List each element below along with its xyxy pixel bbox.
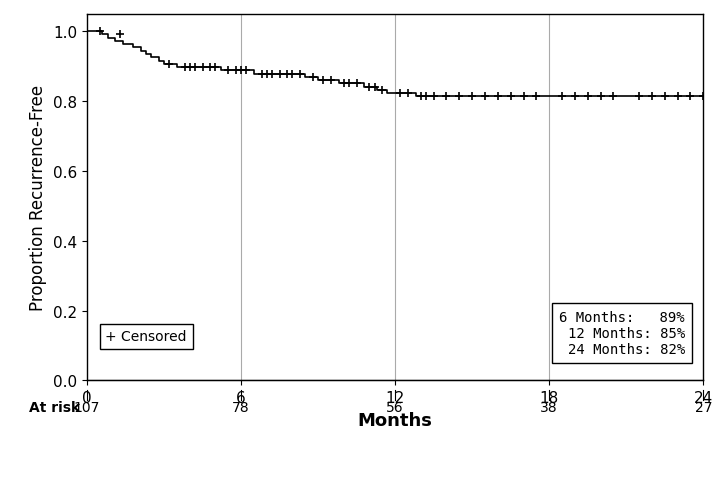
X-axis label: Months: Months [357, 411, 433, 429]
Point [256, 71, 268, 79]
Point [594, 93, 606, 101]
Point [492, 93, 504, 101]
Point [94, 28, 106, 36]
Point [441, 93, 452, 101]
Point [394, 90, 406, 98]
Text: 6 Months:   89%
12 Months: 85%
24 Months: 82%: 6 Months: 89% 12 Months: 85% 24 Months: … [559, 310, 684, 356]
Point [179, 64, 191, 72]
Point [223, 67, 234, 75]
Point [338, 81, 349, 88]
Point [364, 83, 376, 91]
Point [420, 93, 431, 101]
Point [531, 93, 542, 101]
Point [402, 90, 414, 98]
Point [184, 64, 196, 72]
Point [274, 71, 286, 79]
Point [646, 93, 658, 101]
Point [556, 93, 568, 101]
Point [633, 93, 645, 101]
Point [307, 74, 319, 81]
Text: + Censored: + Censored [106, 330, 187, 344]
Point [294, 71, 306, 79]
Point [325, 77, 336, 85]
Text: 107: 107 [74, 401, 100, 414]
Point [479, 93, 491, 101]
Point [343, 81, 355, 88]
Point [235, 67, 247, 75]
Point [261, 71, 273, 79]
Point [189, 64, 201, 72]
Point [266, 71, 278, 79]
Point [204, 64, 216, 72]
Point [518, 93, 529, 101]
Y-axis label: Proportion Recurrence-Free: Proportion Recurrence-Free [30, 85, 47, 310]
Point [281, 71, 293, 79]
Point [569, 93, 581, 101]
Point [369, 83, 381, 91]
Point [684, 93, 696, 101]
Point [286, 71, 298, 79]
Point [608, 93, 619, 101]
Text: 78: 78 [232, 401, 250, 414]
Text: 56: 56 [386, 401, 404, 414]
Point [230, 67, 241, 75]
Point [210, 64, 221, 72]
Text: At risk: At risk [28, 401, 80, 414]
Point [415, 93, 426, 101]
Point [351, 81, 362, 88]
Text: 27: 27 [695, 401, 712, 414]
Point [582, 93, 594, 101]
Point [318, 77, 329, 85]
Point [428, 93, 439, 101]
Text: 38: 38 [540, 401, 558, 414]
Point [659, 93, 671, 101]
Point [697, 93, 709, 101]
Point [466, 93, 478, 101]
Point [196, 64, 208, 72]
Point [241, 67, 252, 75]
Point [454, 93, 465, 101]
Point [115, 31, 126, 39]
Point [505, 93, 516, 101]
Point [672, 93, 684, 101]
Point [376, 87, 388, 95]
Point [163, 61, 175, 69]
